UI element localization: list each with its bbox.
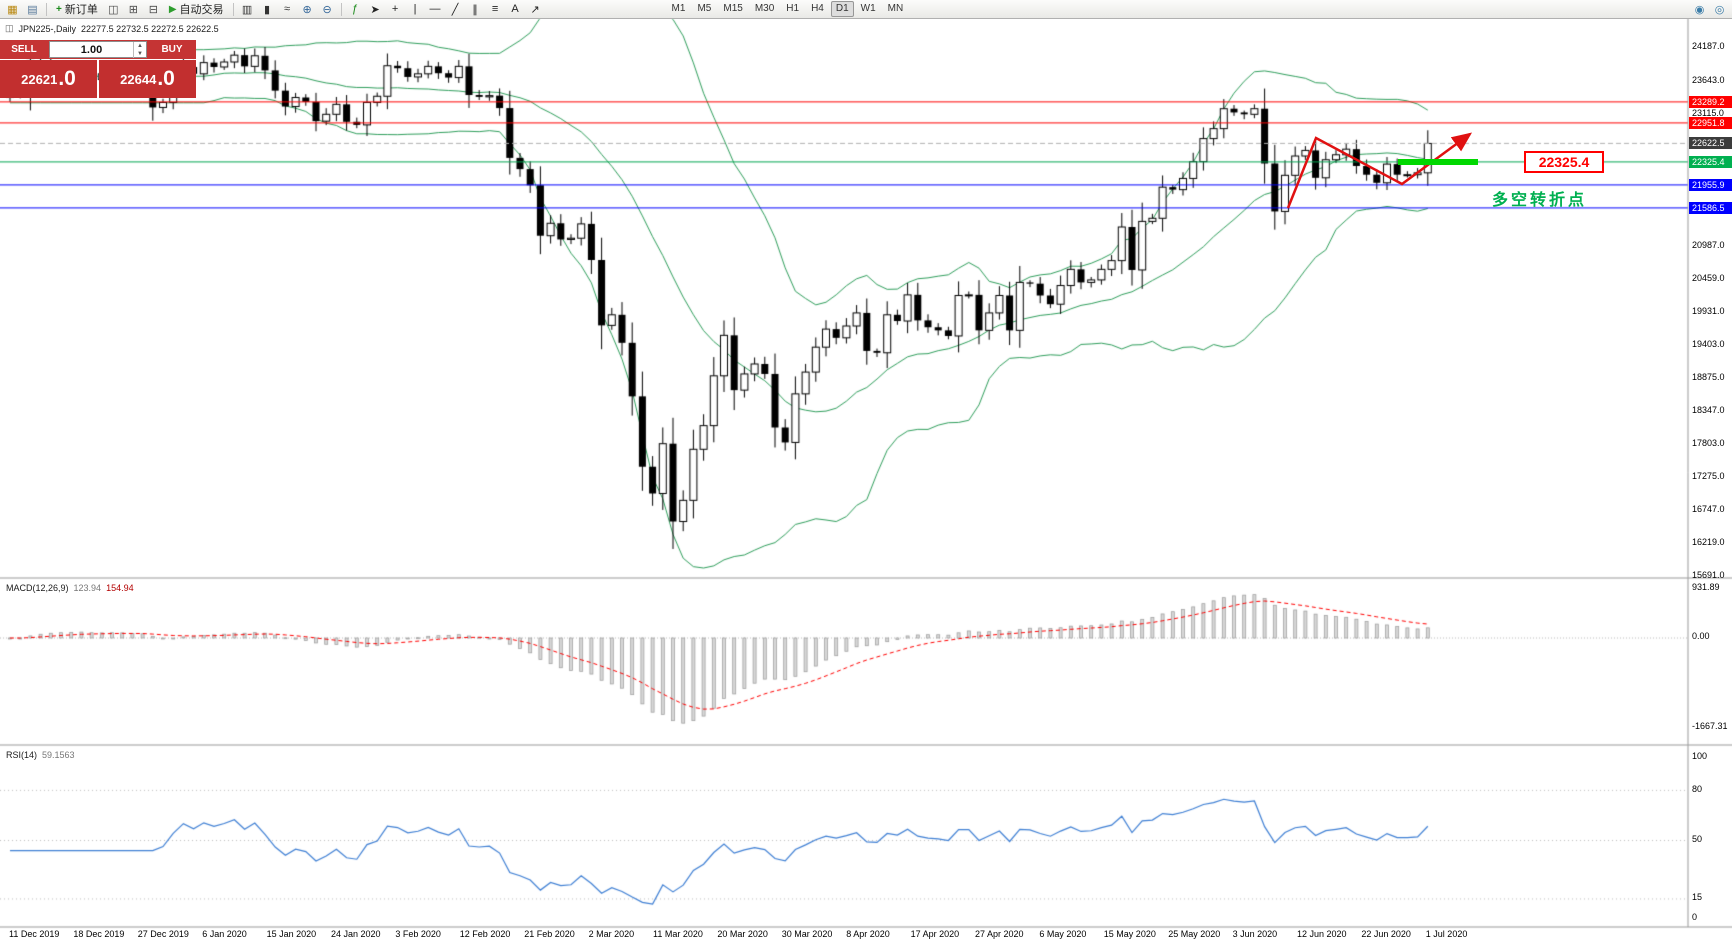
autotrading-label: 自动交易 xyxy=(179,4,224,16)
turning-point-label[interactable]: 多空转折点 xyxy=(1492,192,1588,209)
volume-value[interactable]: 1.00 xyxy=(80,43,103,56)
timeframe-h4-button[interactable]: H4 xyxy=(811,3,824,14)
cascade-windows-icon[interactable]: ⊟ xyxy=(148,3,158,16)
volume-up-icon[interactable]: ▲ xyxy=(137,42,143,49)
chart-ohlc-values: 22277.5 22732.5 22272.5 22622.5 xyxy=(81,23,219,34)
timeframe-mn-button[interactable]: MN xyxy=(887,3,904,14)
sell-price-box[interactable]: 22621 .0 xyxy=(0,60,97,98)
support-highlight-line[interactable] xyxy=(1398,159,1478,165)
sell-price-main: 22621 xyxy=(21,71,58,87)
profiles-icon[interactable]: ▤ xyxy=(27,3,38,16)
toolbar-separator xyxy=(340,2,342,16)
chart-title: ◫ JPN225-,Daily 22277.5 22732.5 22272.5 … xyxy=(5,23,219,34)
autotrading-play-icon: ▶ xyxy=(168,3,177,15)
cursor-icon[interactable]: ➤ xyxy=(370,3,380,16)
macd-label: MACD(12,26,9) 123.94 154.94 xyxy=(6,583,134,593)
buy-price-box[interactable]: 22644 .0 xyxy=(99,60,196,98)
candlestick-chart-icon[interactable]: ▮ xyxy=(264,3,271,16)
macd-signal-value: 154.94 xyxy=(106,583,134,593)
timeframe-m15-button[interactable]: M15 xyxy=(723,3,743,14)
new-chart-icon[interactable]: ▦ xyxy=(7,3,18,16)
timeframe-h1-button[interactable]: H1 xyxy=(786,3,800,14)
buy-button[interactable]: BUY xyxy=(148,40,196,59)
trade-panel-prices: 22621 .0 22644 .0 xyxy=(0,60,196,98)
crosshair-icon[interactable]: + xyxy=(391,3,399,15)
volume-stepper[interactable]: 1.00 ▲ ▼ xyxy=(49,41,147,58)
trade-panel-header: SELL 1.00 ▲ ▼ BUY xyxy=(0,40,196,59)
macd-name: MACD(12,26,9) xyxy=(6,583,69,593)
one-click-trading-panel: SELL 1.00 ▲ ▼ BUY 22621 .0 22644 .0 xyxy=(0,40,196,98)
rsi-name: RSI(14) xyxy=(6,750,38,760)
rsi-value: 59.1563 xyxy=(42,750,75,760)
autotrading-button[interactable]: ▶ 自动交易 xyxy=(164,1,229,17)
fibonacci-icon[interactable]: ≡ xyxy=(491,3,499,15)
line-chart-icon[interactable]: ≈ xyxy=(284,3,291,15)
indicators-icon[interactable]: ƒ xyxy=(351,3,359,15)
chart-list-icon[interactable]: ◫ xyxy=(108,3,119,16)
bar-chart-icon[interactable]: ▥ xyxy=(241,3,253,16)
timeframe-w1-button[interactable]: W1 xyxy=(860,3,876,14)
vertical-line-icon[interactable]: | xyxy=(413,3,417,15)
sell-price-frac: .0 xyxy=(58,67,76,90)
zoom-in-icon[interactable]: ⊕ xyxy=(302,3,312,16)
timeframe-m5-button[interactable]: M5 xyxy=(697,3,712,14)
macd-main-value: 123.94 xyxy=(73,583,102,593)
toolbar-separator xyxy=(232,2,234,16)
channel-icon[interactable]: ∥ xyxy=(472,3,478,16)
toolbar: ▦ ▤ + 新订单 ◫ ⊞ ⊟ ▶ 自动交易 ▥ ▮ ≈ ⊕ ⊖ ƒ ➤ + | — ╱ ∥ ≡ A ↗ M1 M5 M15 M30 H… xyxy=(0,0,1732,19)
new-order-label: 新订单 xyxy=(64,4,98,16)
rsi-label: RSI(14) 59.1563 xyxy=(6,750,75,760)
timeframe-m30-button[interactable]: M30 xyxy=(754,3,775,14)
buy-price-frac: .0 xyxy=(157,67,175,90)
price-callout[interactable]: 22325.4 xyxy=(1524,151,1604,173)
horizontal-line-icon[interactable]: — xyxy=(429,3,441,15)
tile-windows-icon[interactable]: ⊞ xyxy=(128,3,138,16)
community-icon[interactable]: ◉ xyxy=(1694,3,1705,16)
text-tool-icon[interactable]: A xyxy=(511,3,519,15)
timeframe-m1-button[interactable]: M1 xyxy=(671,3,686,14)
volume-arrows: ▲ ▼ xyxy=(133,41,146,58)
chart-window-icon: ◫ xyxy=(5,23,14,33)
chart-symbol-period: JPN225-,Daily xyxy=(18,23,77,34)
new-order-button[interactable]: + 新订单 xyxy=(51,1,103,17)
new-order-icon: + xyxy=(56,3,62,15)
timeframe-d1-button[interactable]: D1 xyxy=(830,1,854,17)
arrow-object-icon[interactable]: ↗ xyxy=(530,3,540,16)
timeframe-toolbar: M1 M5 M15 M30 H1 H4 D1 W1 MN xyxy=(666,1,910,17)
toolbar-separator xyxy=(46,2,47,16)
buy-price-main: 22644 xyxy=(120,71,157,87)
zoom-out-icon[interactable]: ⊖ xyxy=(322,3,332,16)
trendline-icon[interactable]: ╱ xyxy=(451,3,459,16)
volume-down-icon[interactable]: ▼ xyxy=(137,50,143,57)
search-icon[interactable]: ◎ xyxy=(1714,3,1725,16)
sell-button[interactable]: SELL xyxy=(0,40,48,59)
